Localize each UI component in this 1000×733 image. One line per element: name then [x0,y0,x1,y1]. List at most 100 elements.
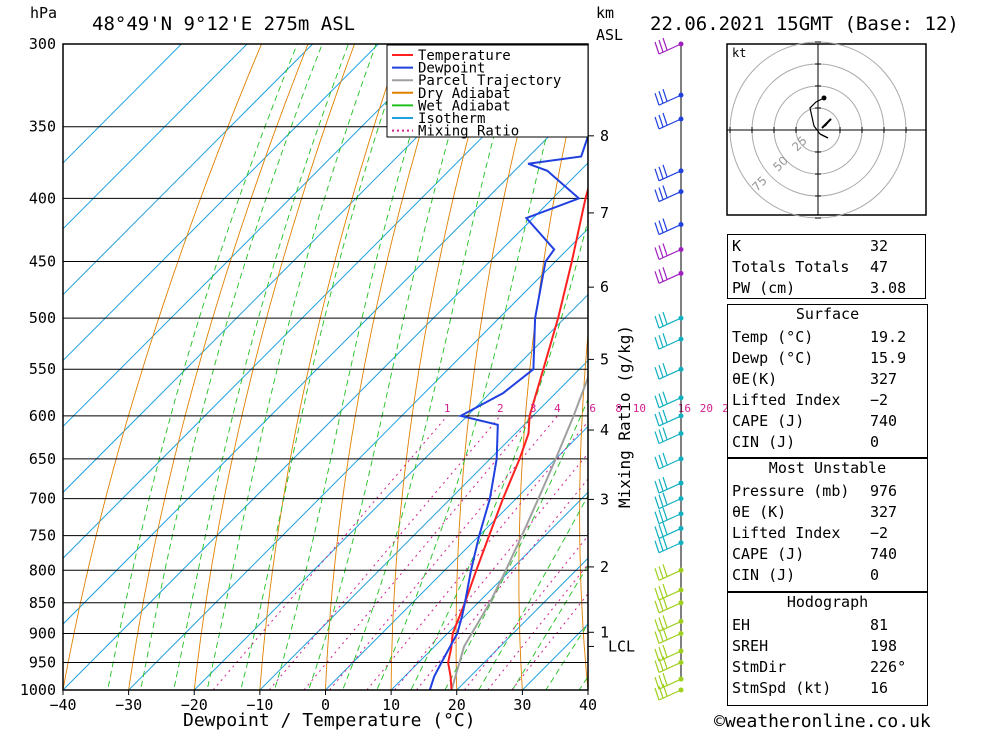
surface-value: 15.9 [870,348,907,367]
hodograph-value: 81 [870,615,889,634]
km-tick-label: 7 [600,204,609,222]
index-name: Totals Totals [732,257,850,276]
shear-arrow [819,133,829,139]
legend-label: Isotherm [418,111,485,127]
most-unstable-label: CAPE (J) [732,544,805,563]
mixing-ratio-line [303,415,534,690]
wet-adiabat-line [107,44,298,690]
hodograph-row: EH 81 [728,614,927,635]
most-unstable-value: 976 [870,481,898,500]
pressure-tick-label: 600 [29,407,56,425]
pressure-tick-label: 450 [29,253,56,271]
hodograph-value: 16 [870,678,889,697]
pressure-tick-label: 350 [29,118,56,136]
surface-label: CAPE (J) [732,411,805,430]
surface-title: Surface [795,305,860,323]
wind-barb [654,672,682,690]
legend-box [386,44,589,138]
wind-barb [654,37,682,55]
surface-row: Lifted Index −2 [728,389,927,410]
index-name: K [732,236,742,255]
legend-label: Parcel Trajectory [418,73,561,89]
legend-label: Dewpoint [418,61,485,77]
wind-barb [654,644,682,662]
dry-adiabat-line [579,329,588,690]
dry-adiabat-line [325,44,449,690]
indices-table: K 32 Totals Totals 47 PW (cm) 3.08 [727,234,926,299]
pressure-tick-label: 700 [29,490,56,508]
mixing-ratio-label: 2 [497,402,504,415]
surface-label: Dewp (°C) [732,348,814,367]
most-unstable-label: Pressure (mb) [732,481,850,500]
surface-value: 0 [870,432,880,451]
pressure-tick-label: 550 [29,360,56,378]
asl-label: ASL [596,26,623,44]
temperature-tick-label: 40 [579,696,597,714]
most-unstable-value: 0 [870,565,880,584]
index-k-value: 32 [870,236,889,255]
temperature-tick-label: 30 [513,696,531,714]
wind-barb [654,656,682,674]
most-unstable-row: θE (K) 327 [728,501,927,522]
hodograph-title: Hodograph [786,593,869,611]
temperature-tick-label: −40 [49,696,76,714]
surface-value: 19.2 [870,327,907,346]
wind-barb [654,243,682,261]
isotherm-line [63,44,380,362]
wet-adiabat-line [140,44,323,690]
dry-adiabat-line [259,44,402,690]
isotherm-line [127,228,588,690]
wet-adiabat-line [308,44,477,690]
wind-barb [654,218,682,236]
wind-barb [654,564,682,581]
wind-barb [654,583,682,601]
hodograph-value: 226° [870,657,907,676]
mixing-ratio-label: 4 [554,402,561,415]
isotherm-line [259,359,588,690]
hodograph-top-dot [821,95,827,101]
km-tick-label: 6 [600,278,609,296]
km-tick-label: 4 [600,421,609,439]
index-tt-value: 47 [870,257,889,276]
wet-adiabat-line [240,44,407,690]
wind-barb [654,164,682,182]
most-unstable-label: θE (K) [732,502,787,521]
mixing-ratio-line [366,420,588,690]
hodograph-row: StmSpd (kt) 16 [728,677,927,698]
wet-adiabat-line [511,564,588,690]
wind-barb [654,185,682,203]
wind-barb [654,627,682,645]
most-unstable-panel: Most Unstable Pressure (mb) 976 θE (K) 327 L… [727,458,928,592]
wind-barb [654,88,682,106]
mixing-ratio-line [463,535,588,690]
wet-adiabat-line [206,44,377,690]
pressure-unit-label: hPa [30,4,57,22]
hodograph-label: StmDir [732,657,787,676]
surface-row: θE(K) 327 [728,368,927,389]
wet-adiabat-line [545,623,588,690]
surface-row: CAPE (J) 740 [728,410,927,431]
wet-adiabat-line [478,494,588,690]
isotherm-line [193,293,588,690]
mixing-ratio-label: 8 [615,402,622,415]
wet-adiabat-line [444,398,588,690]
surface-panel: Surface Temp (°C) 19.2 Dewp (°C) 15.9 θE(K) 3… [727,304,928,458]
temperature-tick-label: 20 [448,696,466,714]
storm-motion-arrow [821,118,832,129]
credit-text: ©weatheronline.co.uk [714,711,931,732]
wind-barb [654,615,682,632]
pressure-tick-label: 950 [29,653,56,671]
location-title: 48°49'N 9°12'E 275m ASL [92,13,355,35]
wind-barb [654,311,682,329]
isotherm-line [63,44,314,296]
wind-barb [654,409,682,427]
most-unstable-label: Lifted Index [732,523,841,542]
wind-barb [654,427,682,445]
legend-label: Temperature [418,48,511,64]
wind-barb [654,507,682,525]
wind-barb [654,391,682,409]
isotherm-line [63,44,445,428]
km-tick-label: 3 [600,490,609,508]
wet-adiabat-line [376,44,571,690]
